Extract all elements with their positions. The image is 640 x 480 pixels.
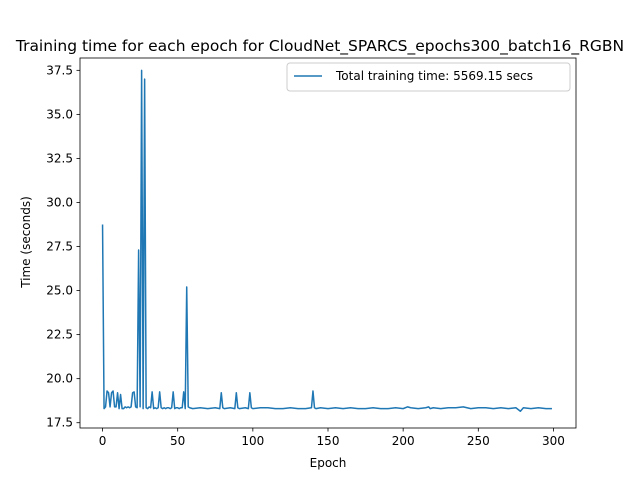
legend: Total training time: 5569.15 secs	[286, 62, 571, 92]
y-tick-label: 17.5	[46, 416, 73, 430]
x-tick-label: 150	[317, 434, 340, 448]
y-axis-label: Time (seconds)	[19, 196, 33, 289]
x-tick-label: 250	[467, 434, 490, 448]
x-tick-label: 50	[170, 434, 185, 448]
x-tick-label: 200	[392, 434, 415, 448]
y-axis: 17.5 20.0 22.5 25.0 27.5 30.0 32.5 35.0 37.5	[46, 63, 80, 430]
y-tick-label: 20.0	[46, 372, 73, 386]
x-tick-label: 300	[542, 434, 565, 448]
y-tick-label: 22.5	[46, 328, 73, 342]
y-tick-label: 32.5	[46, 151, 73, 165]
y-tick-label: 37.5	[46, 63, 73, 77]
legend-box	[286, 62, 571, 92]
x-tick-label: 0	[99, 434, 107, 448]
x-tick-label: 100	[241, 434, 264, 448]
y-tick-label: 35.0	[46, 107, 73, 121]
series-line-0	[101, 69, 552, 413]
legend-label: Total training time: 5569.15 secs	[335, 69, 533, 83]
y-tick-label: 30.0	[46, 195, 73, 209]
y-tick-label: 25.0	[46, 284, 73, 298]
x-axis: 0 50 100 150 200 250 300	[99, 428, 565, 448]
chart-title: Training time for each epoch for CloudNe…	[15, 37, 624, 56]
x-axis-label: Epoch	[310, 456, 347, 470]
y-tick-label: 27.5	[46, 240, 73, 254]
